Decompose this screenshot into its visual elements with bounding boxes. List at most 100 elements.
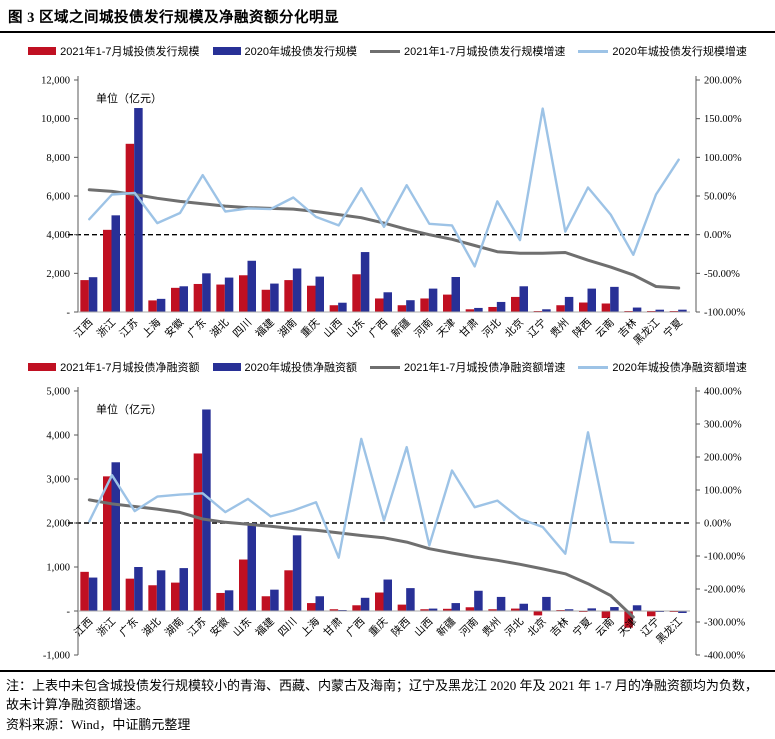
legend-line-swatch (370, 49, 400, 53)
svg-text:山西: 山西 (321, 317, 344, 340)
svg-text:重庆: 重庆 (298, 316, 322, 340)
svg-text:200.00%: 200.00% (704, 453, 742, 464)
svg-text:1,000: 1,000 (46, 563, 70, 574)
svg-text:湖北: 湖北 (140, 615, 164, 639)
svg-text:-: - (67, 607, 71, 618)
svg-text:云南: 云南 (593, 615, 617, 639)
svg-text:浙江: 浙江 (95, 615, 119, 639)
svg-text:广东: 广东 (185, 316, 209, 340)
legend-item: 2020年城投债净融资额 (212, 359, 357, 375)
svg-text:天津: 天津 (435, 316, 459, 340)
legend-item: 2021年1-7月城投债净融资额增速 (370, 359, 565, 375)
svg-text:浙江: 浙江 (95, 316, 119, 340)
svg-text:6,000: 6,000 (46, 192, 70, 203)
unit-label: 单位（亿元） (96, 402, 162, 416)
svg-text:-200.00%: -200.00% (704, 585, 745, 596)
legend-label: 2021年1-7月城投债发行规模增速 (404, 46, 566, 58)
svg-text:福建: 福建 (253, 615, 277, 639)
legend-label: 2020年城投债发行规模 (244, 46, 357, 58)
svg-text:重庆: 重庆 (366, 615, 390, 639)
svg-text:宁夏: 宁夏 (661, 316, 685, 340)
legend-label: 2021年1-7月城投债发行规模 (60, 46, 200, 58)
legend-bar-swatch (212, 363, 241, 371)
svg-text:天津: 天津 (616, 615, 640, 639)
svg-text:四川: 四川 (231, 317, 254, 340)
legend-bar-swatch (28, 363, 57, 371)
legend-label: 2020年城投债净融资额增速 (612, 362, 747, 374)
legend-label: 2021年1-7月城投债净融资额 (60, 362, 200, 374)
svg-text:4,000: 4,000 (46, 431, 70, 442)
svg-text:-100.00%: -100.00% (704, 308, 745, 319)
svg-text:400.00%: 400.00% (704, 387, 742, 398)
svg-text:江西: 江西 (72, 616, 95, 639)
svg-text:陕西: 陕西 (389, 615, 413, 639)
svg-text:300.00%: 300.00% (704, 420, 742, 431)
svg-text:100.00%: 100.00% (704, 153, 742, 164)
footnote: 注：上表中未包含城投债发行规模较小的青海、西藏、内蒙古及海南；辽宁及黑龙江 20… (0, 670, 775, 734)
svg-text:50.00%: 50.00% (704, 192, 737, 203)
legend-item: 2020年城投债净融资额增速 (578, 359, 747, 375)
svg-text:0.00%: 0.00% (704, 519, 731, 530)
svg-text:-100.00%: -100.00% (704, 552, 745, 563)
svg-text:-400.00%: -400.00% (704, 651, 745, 662)
svg-text:山东: 山东 (343, 316, 367, 340)
svg-text:北京: 北京 (525, 615, 549, 639)
svg-text:河北: 河北 (503, 615, 527, 639)
legend-item: 2020年城投债发行规模 (212, 43, 357, 59)
unit-label: 单位（亿元） (96, 91, 162, 105)
svg-text:广东: 广东 (117, 615, 141, 639)
svg-text:3,000: 3,000 (46, 475, 70, 486)
svg-text:安徽: 安徽 (207, 615, 231, 639)
legend-label: 2020年城投债净融资额 (244, 362, 357, 374)
svg-text:江苏: 江苏 (117, 316, 141, 340)
svg-text:黑龙江: 黑龙江 (653, 615, 685, 647)
net-financing-chart-legend: 2021年1-7月城投债净融资额 2020年城投债净融资额 2021年1-7月城投债… (0, 359, 775, 375)
svg-text:湖南: 湖南 (275, 316, 299, 340)
svg-text:2,000: 2,000 (46, 269, 70, 280)
svg-text:黑龙江: 黑龙江 (631, 316, 663, 348)
svg-text:贵州: 贵州 (547, 316, 571, 340)
legend-item: 2020年城投债发行规模增速 (578, 43, 747, 59)
svg-text:100.00%: 100.00% (704, 486, 742, 497)
svg-text:陕西: 陕西 (570, 316, 594, 340)
legend-item: 2021年1-7月城投债发行规模 (28, 43, 200, 59)
svg-text:-50.00%: -50.00% (704, 269, 740, 280)
svg-text:上海: 上海 (298, 615, 322, 639)
svg-text:-1,000: -1,000 (43, 651, 70, 662)
svg-text:湖北: 湖北 (208, 316, 232, 340)
svg-text:-: - (67, 308, 71, 319)
source-text: 资料来源：Wind，中证鹏元整理 (6, 717, 191, 732)
svg-text:2,000: 2,000 (46, 519, 70, 530)
svg-text:山东: 山东 (230, 615, 254, 639)
svg-text:10,000: 10,000 (41, 114, 70, 125)
legend-item: 2021年1-7月城投债发行规模增速 (370, 43, 565, 59)
svg-text:河南: 河南 (411, 316, 435, 340)
figure-title: 图 3 区域之间城投债发行规模及净融资额分化明显 (8, 10, 339, 26)
svg-text:12,000: 12,000 (41, 76, 70, 87)
svg-text:200.00%: 200.00% (704, 76, 742, 87)
legend-line-swatch (578, 365, 609, 369)
svg-text:吉林: 吉林 (547, 615, 571, 639)
title-divider (0, 31, 775, 33)
svg-text:宁夏: 宁夏 (570, 615, 594, 639)
svg-text:新疆: 新疆 (389, 316, 413, 340)
svg-text:江苏: 江苏 (185, 615, 209, 639)
svg-text:8,000: 8,000 (46, 153, 70, 164)
svg-text:0.00%: 0.00% (704, 230, 731, 241)
svg-text:河南: 河南 (457, 615, 481, 639)
svg-text:四川: 四川 (276, 616, 299, 639)
issuance-chart: 12,000 10,000 8,000 6,000 4,000 2,000 - 200.00%… (41, 76, 745, 348)
legend-line-swatch (578, 49, 609, 53)
svg-text:湖南: 湖南 (162, 615, 186, 639)
svg-text:辽宁: 辽宁 (525, 316, 549, 340)
svg-text:江西: 江西 (72, 317, 95, 340)
svg-text:贵州: 贵州 (479, 615, 503, 639)
svg-text:广西: 广西 (344, 616, 367, 639)
svg-text:-300.00%: -300.00% (704, 618, 745, 629)
legend-item: 2021年1-7月城投债净融资额 (28, 359, 200, 375)
svg-text:4,000: 4,000 (46, 230, 70, 241)
legend-label: 2021年1-7月城投债净融资额增速 (404, 362, 566, 374)
svg-text:河北: 河北 (480, 316, 504, 340)
note-text: 注：上表中未包含城投债发行规模较小的青海、西藏、内蒙古及海南；辽宁及黑龙江 20… (6, 678, 758, 712)
